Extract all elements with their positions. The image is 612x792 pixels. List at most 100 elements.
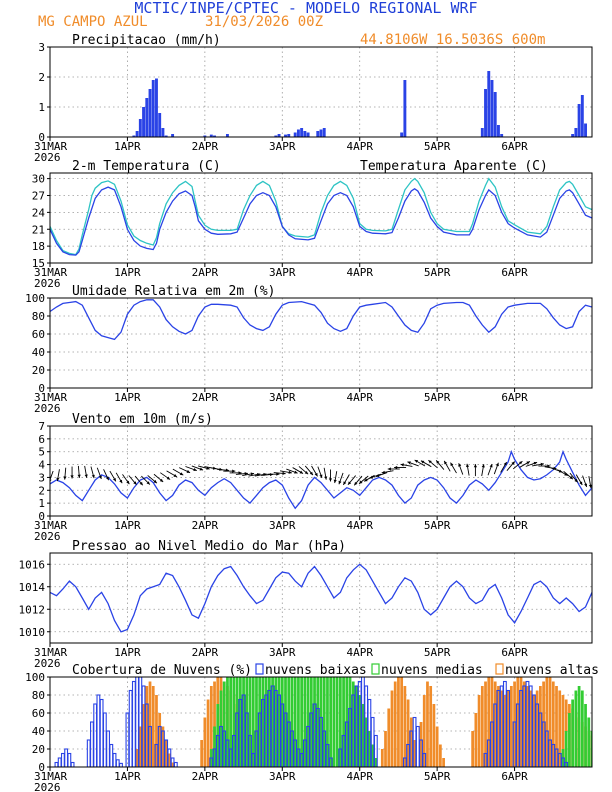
- panel-frame: [49, 552, 593, 644]
- wind-vector-head: [333, 479, 337, 484]
- precip-bar: [487, 71, 491, 137]
- cloud-bar: [577, 686, 581, 767]
- wind-vector-head: [166, 476, 171, 480]
- wind-vector-head: [338, 480, 342, 485]
- wind-vector-head: [473, 464, 477, 468]
- x-tick-label: 4APR: [346, 140, 373, 153]
- cloud-bar: [203, 717, 207, 767]
- wind-vector-head: [244, 472, 248, 476]
- cloud-bar: [115, 759, 120, 767]
- wind-vector-head: [146, 481, 150, 485]
- cloud-bar: [387, 708, 391, 767]
- y-tick-label: 100: [25, 671, 45, 684]
- cloud-bar: [274, 677, 278, 767]
- wind-vector-head: [63, 476, 67, 480]
- precip-bar: [164, 135, 168, 137]
- x-tick-label: 4APR: [346, 770, 373, 783]
- cloud-bar: [558, 690, 562, 767]
- x-year-label: 2026: [34, 277, 61, 290]
- cloud-bar: [371, 744, 374, 767]
- cloud-bar: [60, 752, 65, 767]
- x-year-label: 2026: [34, 781, 61, 792]
- wind-vector-head: [354, 481, 358, 486]
- cloud-bar: [351, 681, 355, 767]
- wind-vector-head: [232, 469, 236, 473]
- y-tick-label: 80: [32, 310, 45, 323]
- cloud-bar: [119, 762, 123, 767]
- x-tick-label: 31MAR: [34, 646, 67, 659]
- cloud-bar: [551, 681, 555, 767]
- cloud-bar: [222, 681, 226, 767]
- precip-bar: [322, 128, 326, 137]
- panel-title: Pressao ao Nivel Medio do Mar (hPa): [72, 539, 346, 554]
- legend-label: nuvens baixas: [265, 663, 367, 678]
- wind-vector-head: [112, 477, 116, 482]
- precip-bar: [284, 134, 287, 137]
- y-tick-label: 5: [38, 446, 45, 459]
- wind-vector-head: [84, 474, 88, 478]
- cloud-bar: [219, 690, 223, 767]
- cloud-bar: [471, 731, 475, 767]
- cloud-bar: [374, 758, 378, 767]
- x-tick-label: 5APR: [424, 140, 451, 153]
- wind-vector-head: [319, 474, 323, 478]
- x-tick-label: 6APR: [501, 646, 528, 659]
- wind-vector-head: [533, 461, 538, 465]
- wind-vector-head: [282, 471, 286, 475]
- cloud-bar: [529, 690, 533, 767]
- y-tick-label: 18: [32, 240, 45, 253]
- x-tick-label: 31MAR: [34, 391, 67, 404]
- wind-vector-head: [328, 478, 333, 482]
- cloud-bar: [293, 677, 297, 767]
- y-tick-label: 6: [38, 433, 45, 446]
- wind-vector-head: [173, 473, 177, 477]
- precip-bar: [135, 131, 139, 137]
- cloud-bar: [380, 749, 384, 767]
- x-tick-label: 5APR: [424, 646, 451, 659]
- header-run: 31/03/2026 00Z: [205, 14, 323, 30]
- x-tick-label: 31MAR: [34, 770, 67, 783]
- panel-frame: [49, 46, 593, 138]
- wind-vector-head: [359, 480, 363, 484]
- precip-bar: [584, 123, 587, 137]
- cloud-bar: [306, 677, 310, 767]
- wind-vector-head: [126, 480, 130, 485]
- cloud-bar: [328, 757, 333, 767]
- wind-vector-head: [381, 470, 386, 474]
- precip-bar: [148, 89, 152, 137]
- cloud-bar: [571, 699, 575, 767]
- wind-vector-head: [199, 467, 204, 471]
- legend-swatch: [371, 663, 380, 675]
- y-tick-label: 1016: [19, 558, 46, 571]
- wind-vector-head: [481, 464, 485, 468]
- wind-vector-head: [489, 464, 493, 468]
- precip-bar: [484, 89, 487, 137]
- series-line: [50, 177, 592, 256]
- panel-4: [47, 425, 593, 520]
- precip-bar: [480, 128, 484, 137]
- series-line: [50, 299, 592, 341]
- precip-bar: [300, 128, 304, 137]
- x-tick-label: 1APR: [114, 519, 141, 532]
- cloud-bar: [390, 690, 394, 767]
- cloud-bar: [251, 677, 255, 767]
- panel-plot-area: [50, 563, 592, 633]
- x-tick-label: 3APR: [269, 770, 296, 783]
- cloud-bar: [248, 677, 252, 767]
- x-tick-label: 4APR: [346, 646, 373, 659]
- precip-bar: [138, 119, 142, 137]
- precip-bar: [155, 78, 158, 137]
- cloud-bar: [429, 686, 433, 767]
- y-tick-label: 0: [38, 510, 45, 523]
- cloud-bar: [209, 686, 213, 767]
- x-tick-label: 3APR: [269, 266, 296, 279]
- wind-vector-head: [288, 470, 292, 474]
- cloud-bar: [348, 677, 352, 767]
- precip-bar: [225, 134, 229, 137]
- wind-vector-head: [56, 477, 60, 482]
- wind-vector-head: [428, 460, 432, 464]
- cloud-bar: [284, 677, 287, 767]
- cloud-bar: [290, 677, 294, 767]
- cloud-bar: [206, 699, 210, 767]
